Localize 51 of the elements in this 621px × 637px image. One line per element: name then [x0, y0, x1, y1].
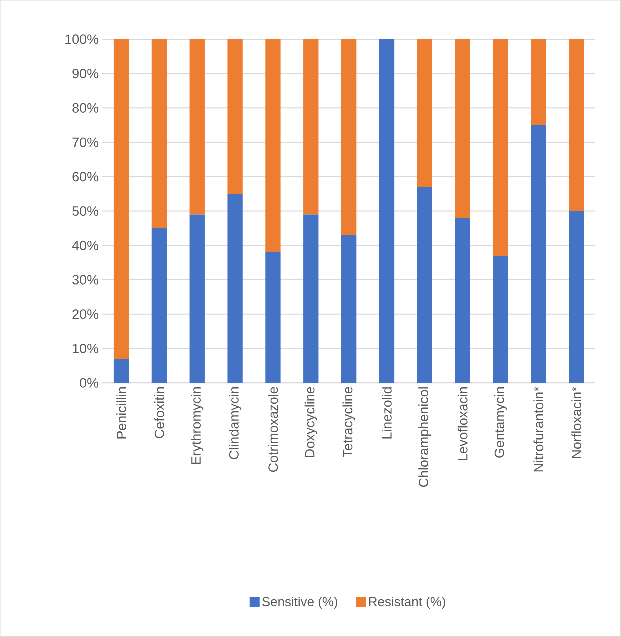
x-tick-label: Nitrofurantoin*	[534, 386, 544, 472]
bar	[304, 214, 319, 384]
x-tick-label: Chloramphenicol	[418, 388, 432, 488]
bar	[493, 256, 508, 384]
bar	[379, 39, 395, 384]
bar	[190, 39, 205, 215]
bar	[114, 39, 130, 360]
x-tick-label: Tetracycline	[342, 387, 356, 458]
bar	[417, 39, 432, 188]
y-tick-label: 30%	[72, 275, 99, 285]
bar	[114, 359, 130, 384]
x-tick-label: Norfloxacin*	[572, 386, 582, 458]
y-tick-label: 80%	[72, 103, 99, 113]
x-tick-label: Cotrimoxazole	[268, 387, 278, 472]
bar	[455, 39, 470, 218]
bar	[190, 214, 205, 384]
bar	[228, 194, 243, 384]
y-tick-label: 60%	[72, 172, 99, 182]
bar	[341, 39, 357, 236]
x-tick-label: Penicillin	[116, 388, 126, 439]
x-tick-label: Clindamycin	[229, 388, 242, 460]
legend-label: Resistant (%)	[369, 596, 446, 610]
bar	[341, 235, 357, 384]
bar	[569, 39, 584, 212]
x-tick-label: Cefoxitin	[154, 388, 164, 438]
x-tick-label: Erythromycin	[191, 388, 204, 464]
y-tick-label: 100%	[66, 34, 99, 44]
x-tick-label: Levofloxacin	[458, 388, 468, 460]
y-tick-label: 90%	[72, 69, 99, 79]
bar	[569, 211, 584, 384]
bar	[531, 39, 546, 126]
y-tick-label: 10%	[73, 344, 99, 354]
y-tick-label: 0%	[80, 378, 99, 388]
y-tick-label: 20%	[72, 310, 99, 320]
bar	[455, 218, 470, 384]
bar	[417, 187, 432, 384]
bar	[304, 39, 319, 215]
x-tick-label: Doxycycline	[304, 387, 318, 458]
y-tick-label: 50%	[72, 206, 99, 216]
legend-label: Sensitive (%)	[262, 596, 338, 610]
bar	[266, 39, 281, 253]
y-tick-label: 40%	[72, 240, 99, 250]
bar	[531, 125, 546, 384]
bar	[493, 39, 508, 256]
x-tick-label: Linezolid	[382, 388, 392, 439]
bar	[152, 39, 168, 228]
bar	[266, 252, 281, 384]
bar	[152, 228, 168, 384]
x-tick-label: Gentamycin	[494, 388, 508, 458]
bar	[228, 39, 243, 194]
y-tick-label: 70%	[72, 138, 99, 148]
